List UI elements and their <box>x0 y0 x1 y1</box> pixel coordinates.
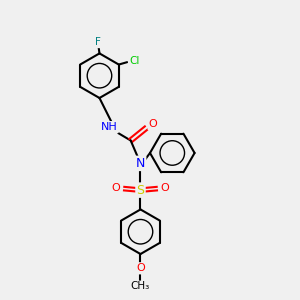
Text: O: O <box>136 263 145 273</box>
Text: CH₃: CH₃ <box>131 281 150 291</box>
Text: O: O <box>148 119 157 129</box>
Text: Cl: Cl <box>129 56 140 66</box>
Text: S: S <box>136 184 145 196</box>
Text: F: F <box>95 37 101 47</box>
Text: N: N <box>136 157 145 170</box>
Text: O: O <box>160 183 169 193</box>
Text: NH: NH <box>101 122 118 132</box>
Text: O: O <box>112 183 121 193</box>
